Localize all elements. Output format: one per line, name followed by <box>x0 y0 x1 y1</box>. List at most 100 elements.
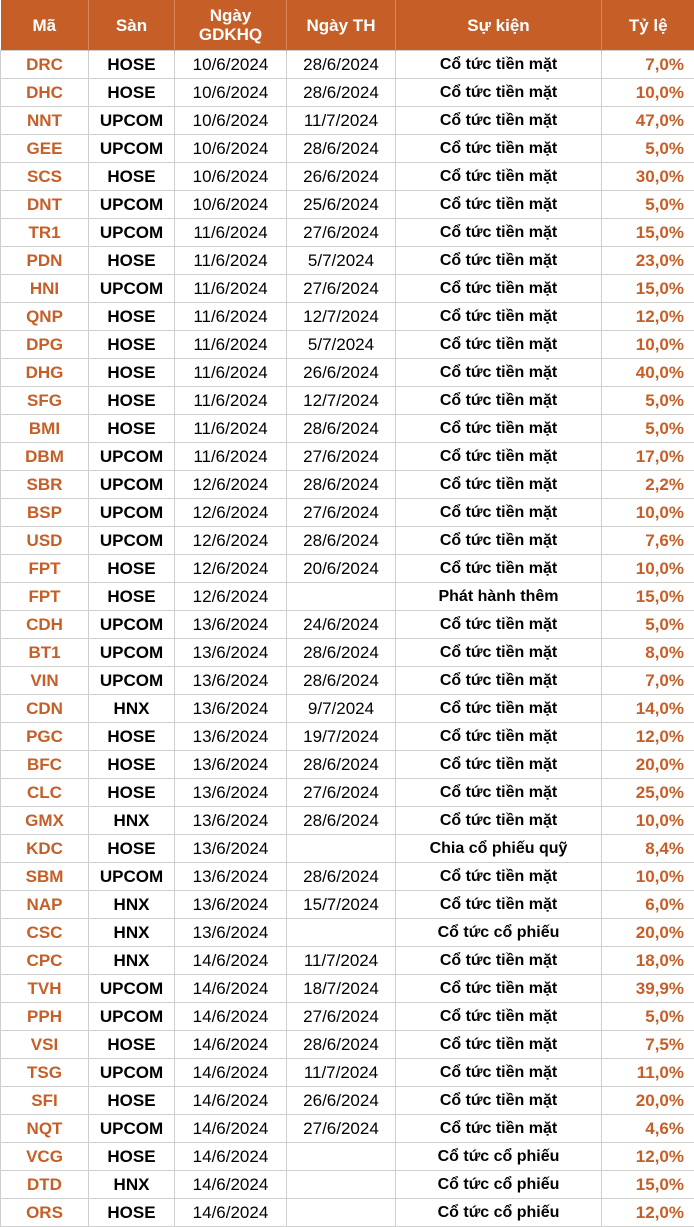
event-cell: Cổ tức tiền mặt <box>396 303 602 331</box>
exchange-cell: UPCOM <box>89 1115 175 1143</box>
rate-cell: 10,0% <box>602 79 694 107</box>
exchange-cell: UPCOM <box>89 1059 175 1087</box>
exec-date-cell: 28/6/2024 <box>287 79 396 107</box>
stock-code-cell: BFC <box>1 751 89 779</box>
exchange-cell: UPCOM <box>89 639 175 667</box>
ex-date-cell: 13/6/2024 <box>175 695 287 723</box>
rate-cell: 39,9% <box>602 975 694 1003</box>
ex-date-cell: 14/6/2024 <box>175 1199 287 1227</box>
stock-code-cell: PGC <box>1 723 89 751</box>
exchange-cell: UPCOM <box>89 107 175 135</box>
ex-date-cell: 12/6/2024 <box>175 499 287 527</box>
stock-code-cell: QNP <box>1 303 89 331</box>
exec-date-cell: 26/6/2024 <box>287 1087 396 1115</box>
event-cell: Cổ tức tiền mặt <box>396 527 602 555</box>
ex-date-cell: 10/6/2024 <box>175 163 287 191</box>
stock-code-cell: CDH <box>1 611 89 639</box>
stock-code-cell: DHC <box>1 79 89 107</box>
exchange-cell: UPCOM <box>89 975 175 1003</box>
stock-code-cell: USD <box>1 527 89 555</box>
rate-cell: 4,6% <box>602 1115 694 1143</box>
event-cell: Cổ tức tiền mặt <box>396 891 602 919</box>
exchange-cell: HOSE <box>89 359 175 387</box>
event-cell: Cổ tức tiền mặt <box>396 331 602 359</box>
rate-cell: 7,5% <box>602 1031 694 1059</box>
exec-date-cell: 28/6/2024 <box>287 135 396 163</box>
ex-date-cell: 13/6/2024 <box>175 751 287 779</box>
exec-date-cell: 20/6/2024 <box>287 555 396 583</box>
exchange-cell: HOSE <box>89 555 175 583</box>
rate-cell: 15,0% <box>602 219 694 247</box>
exchange-cell: HOSE <box>89 247 175 275</box>
stock-code-cell: NAP <box>1 891 89 919</box>
event-cell: Cổ tức tiền mặt <box>396 415 602 443</box>
exec-date-cell: 28/6/2024 <box>287 1031 396 1059</box>
stock-code-cell: TSG <box>1 1059 89 1087</box>
ex-date-cell: 10/6/2024 <box>175 135 287 163</box>
event-cell: Phát hành thêm <box>396 583 602 611</box>
stock-code-cell: BSP <box>1 499 89 527</box>
exchange-cell: HNX <box>89 919 175 947</box>
header-ex-date: Ngày GDKHQ <box>175 0 287 51</box>
stock-code-cell: SFG <box>1 387 89 415</box>
header-ex-date-line1: Ngày <box>179 6 282 25</box>
event-cell: Cổ tức tiền mặt <box>396 275 602 303</box>
exec-date-cell: 12/7/2024 <box>287 303 396 331</box>
ex-date-cell: 14/6/2024 <box>175 1059 287 1087</box>
exec-date-cell: 28/6/2024 <box>287 639 396 667</box>
exec-date-cell: 28/6/2024 <box>287 667 396 695</box>
rate-cell: 15,0% <box>602 1171 694 1199</box>
ex-date-cell: 10/6/2024 <box>175 191 287 219</box>
event-cell: Cổ tức tiền mặt <box>396 611 602 639</box>
ex-date-cell: 11/6/2024 <box>175 443 287 471</box>
event-cell: Cổ tức tiền mặt <box>396 79 602 107</box>
header-event: Sự kiện <box>396 0 602 51</box>
exchange-cell: HOSE <box>89 303 175 331</box>
ex-date-cell: 11/6/2024 <box>175 387 287 415</box>
ex-date-cell: 13/6/2024 <box>175 667 287 695</box>
exchange-cell: HOSE <box>89 79 175 107</box>
ex-date-cell: 14/6/2024 <box>175 1115 287 1143</box>
ex-date-cell: 13/6/2024 <box>175 807 287 835</box>
stock-code-cell: BMI <box>1 415 89 443</box>
rate-cell: 14,0% <box>602 695 694 723</box>
stock-code-cell: TR1 <box>1 219 89 247</box>
ex-date-cell: 11/6/2024 <box>175 219 287 247</box>
exec-date-cell: 26/6/2024 <box>287 359 396 387</box>
header-exchange: Sàn <box>89 0 175 51</box>
stock-code-cell: VSI <box>1 1031 89 1059</box>
ex-date-cell: 11/6/2024 <box>175 303 287 331</box>
stock-code-cell: ORS <box>1 1199 89 1227</box>
exchange-cell: HNX <box>89 1171 175 1199</box>
ex-date-cell: 13/6/2024 <box>175 723 287 751</box>
stock-code-cell: CDN <box>1 695 89 723</box>
rate-cell: 47,0% <box>602 107 694 135</box>
exchange-cell: HOSE <box>89 415 175 443</box>
ex-date-cell: 14/6/2024 <box>175 947 287 975</box>
exchange-cell: HOSE <box>89 331 175 359</box>
stock-code-cell: VIN <box>1 667 89 695</box>
stock-code-cell: BT1 <box>1 639 89 667</box>
stock-code-cell: NNT <box>1 107 89 135</box>
event-cell: Cổ tức tiền mặt <box>396 387 602 415</box>
exec-date-cell <box>287 919 396 947</box>
event-cell: Cổ tức tiền mặt <box>396 1059 602 1087</box>
exec-date-cell <box>287 1143 396 1171</box>
